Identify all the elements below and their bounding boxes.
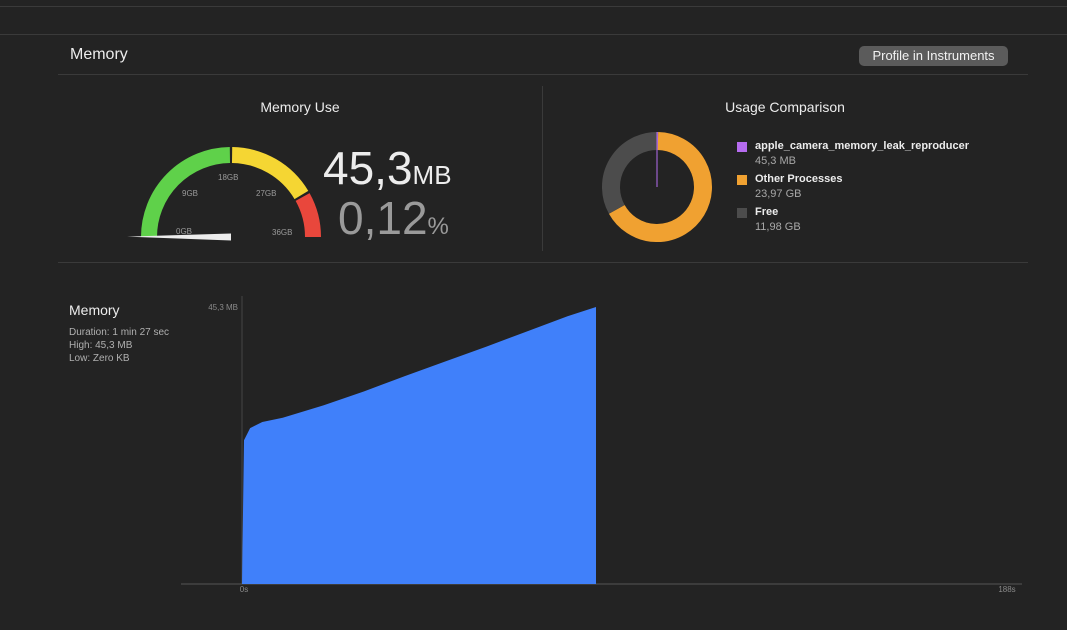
- legend-value-app: 45,3 MB: [755, 155, 796, 167]
- gauge-label-18gb: 18GB: [218, 173, 238, 182]
- graph-stats: Duration: 1 min 27 sec High: 45,3 MB Low…: [69, 326, 169, 365]
- graph-low: Low: Zero KB: [69, 353, 130, 364]
- memory-area-series: [242, 307, 596, 584]
- legend-label-app: apple_camera_memory_leak_reproducer: [755, 140, 970, 152]
- legend-label-free: Free: [755, 206, 779, 218]
- memory-percent: 0,12%: [338, 191, 449, 245]
- legend-value-other: 23,97 GB: [755, 188, 802, 200]
- legend-value-free: 11,98 GB: [755, 221, 801, 233]
- panel-divider: [542, 86, 543, 251]
- gauge-label-9gb: 9GB: [182, 189, 198, 198]
- legend-swatch-free: [737, 208, 747, 218]
- graph-title: Memory: [69, 302, 120, 318]
- memory-percent-number: 0,12: [338, 192, 428, 244]
- donut-slice-other-processes: [608, 132, 712, 242]
- graph-high: High: 45,3 MB: [69, 340, 133, 351]
- usage-comparison-title: Usage Comparison: [725, 99, 845, 115]
- graph-divider: [58, 262, 1028, 263]
- memory-value-number: 45,3: [323, 142, 413, 194]
- gauge-label-27gb: 27GB: [256, 189, 276, 198]
- section-title: Memory: [70, 46, 128, 63]
- y-max-label: 45,3 MB: [208, 303, 238, 312]
- donut-slice-free: [602, 131, 658, 214]
- memory-percent-unit: %: [427, 213, 449, 240]
- gauge-needle: [127, 233, 231, 241]
- gauge-segment-red: [295, 193, 322, 238]
- memory-use-title: Memory Use: [260, 99, 340, 115]
- gauge-segment-yellow: [231, 147, 309, 200]
- memory-value: 45,3MB: [323, 141, 452, 195]
- header-divider: [0, 34, 1067, 35]
- x-start-label: 0s: [240, 585, 248, 594]
- legend-label-other: Other Processes: [755, 173, 843, 185]
- section-divider: [58, 74, 1028, 75]
- profile-in-instruments-button[interactable]: Profile in Instruments: [859, 46, 1008, 66]
- legend-swatch-app: [737, 142, 747, 152]
- gauge-label-36gb: 36GB: [272, 228, 292, 237]
- gauge-segment-green: [141, 147, 231, 238]
- graph-duration: Duration: 1 min 27 sec: [69, 327, 170, 338]
- memory-value-unit: MB: [412, 160, 452, 190]
- usage-donut-chart: [602, 131, 712, 242]
- gauge-label-0gb: 0GB: [176, 227, 192, 236]
- top-divider: [0, 6, 1067, 7]
- memory-gauge: 0GB 9GB 18GB 27GB 36GB: [127, 147, 322, 241]
- legend-swatch-other: [737, 175, 747, 185]
- x-end-label: 188s: [998, 585, 1015, 594]
